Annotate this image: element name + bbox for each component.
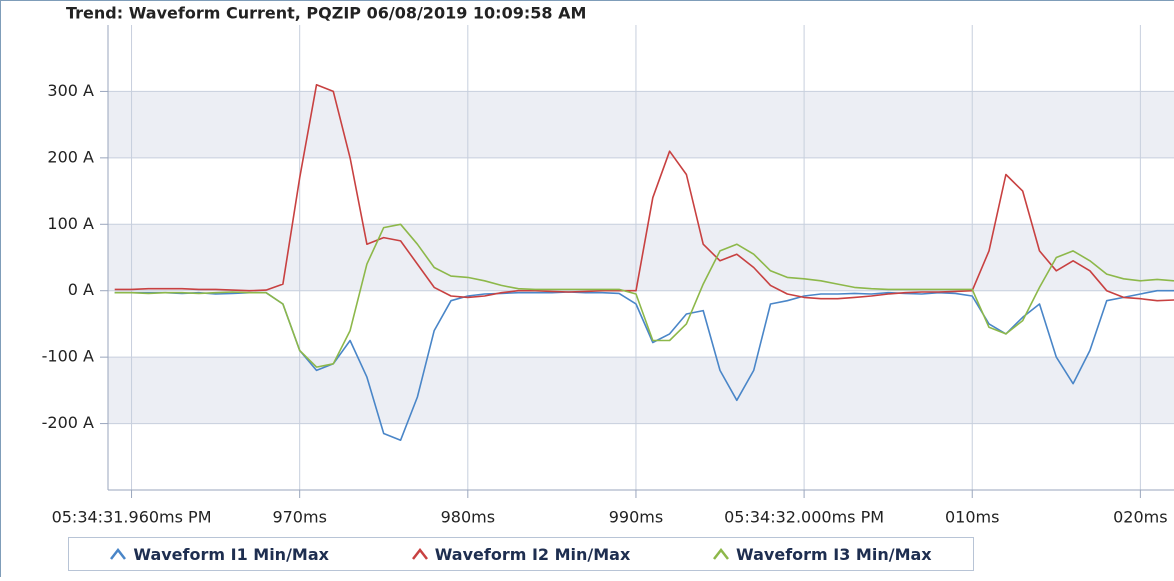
x-tick-label: 980ms [441,508,495,527]
chart-title: Trend: Waveform Current, PQZIP 06/08/201… [66,4,586,23]
y-tick-label: 0 A [68,280,94,299]
legend: Waveform I1 Min/Max Waveform I2 Min/Max Wa… [68,537,974,571]
x-tick-label: 970ms [272,508,326,527]
x-tick-label: 010ms [945,508,999,527]
legend-label: Waveform I1 Min/Max [133,545,329,564]
legend-icon [110,548,126,560]
y-tick-label: -100 A [42,347,94,366]
legend-item: Waveform I2 Min/Max [412,545,631,564]
legend-icon [713,548,729,560]
y-tick-label: 200 A [47,147,94,166]
y-tick-label: -200 A [42,413,94,432]
legend-item: Waveform I3 Min/Max [713,545,932,564]
x-tick-label: 05:34:32.000ms PM [724,508,884,527]
y-tick-label: 100 A [47,214,94,233]
legend-label: Waveform I2 Min/Max [435,545,631,564]
plot-area [108,25,1174,490]
legend-label: Waveform I3 Min/Max [736,545,932,564]
x-tick-label: 05:34:31.960ms PM [52,508,212,527]
legend-icon [412,548,428,560]
band [108,91,1174,157]
x-tick-label: 020ms [1113,508,1167,527]
x-tick-label: 990ms [609,508,663,527]
band [108,357,1174,423]
band [108,224,1174,290]
y-tick-label: 300 A [47,81,94,100]
legend-item: Waveform I1 Min/Max [110,545,329,564]
